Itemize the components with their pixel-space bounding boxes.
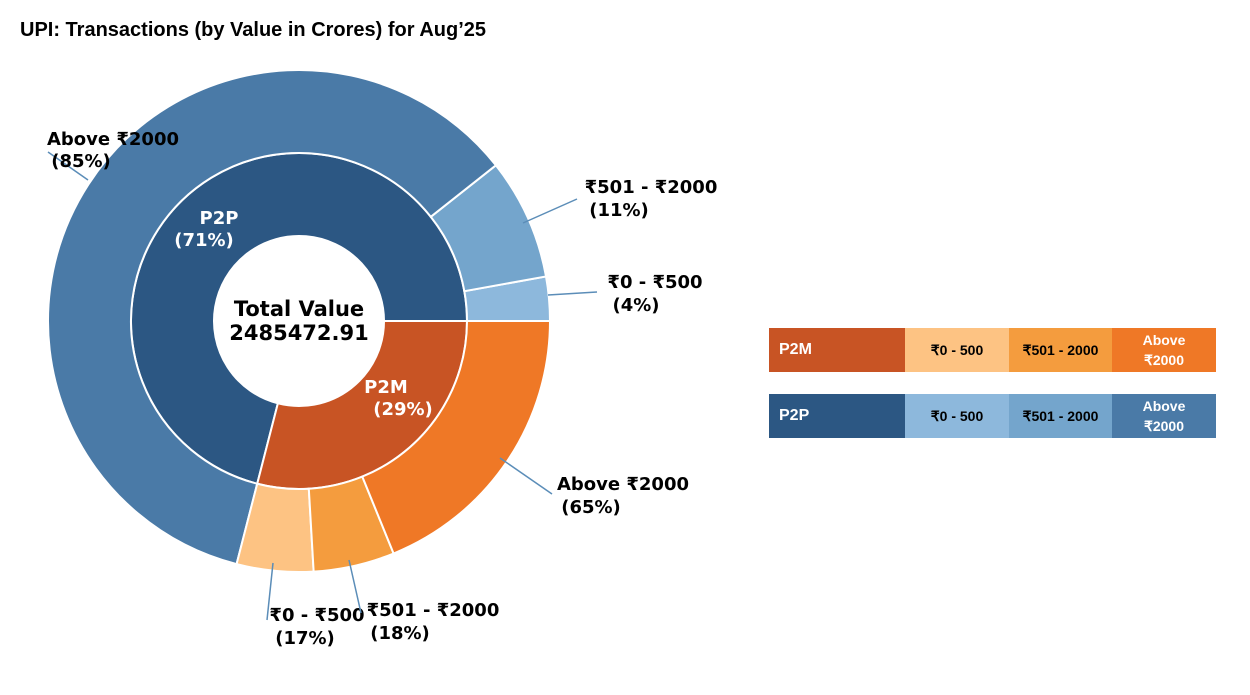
legend-label-p2m: P2M [769,328,905,372]
center-label-value: 2485472.91 [229,321,368,345]
outer-pct-p2p-501-2000: (11%) [589,200,649,221]
legend-cell-p2m-0-500: ₹0 - 500 [905,328,1009,372]
leader-line-p2p-0-500 [547,291,598,296]
inner-pct-p2m: (29%) [373,399,433,420]
inner-label-p2p: P2P [200,208,239,229]
chart-title: UPI: Transactions (by Value in Crores) f… [20,19,487,41]
legend-cell-p2p-501-2000: ₹501 - 2000 [1009,394,1112,438]
outer-pct-p2m-above-2000: (65%) [561,497,621,518]
outer-pct-p2m-0-500: (17%) [275,628,335,649]
legend-cell-p2p-0-500: ₹0 - 500 [905,394,1009,438]
outer-label-p2p-above-2000: Above ₹2000 [47,129,179,150]
leader-line-p2p-501-2000 [522,198,578,224]
outer-pct-p2m-501-2000: (18%) [370,623,430,644]
legend-cell-p2m-501-2000: ₹501 - 2000 [1009,328,1112,372]
outer-label-p2p-0-500: ₹0 - ₹500 [607,272,702,293]
legend-cell-p2m-above-2000: Above ₹2000 [1112,328,1216,372]
leader-line-p2m-0-500 [266,562,274,621]
inner-label-p2m: P2M [364,377,408,398]
legend-label-p2p: P2P [769,394,905,438]
leader-line-p2m-above-2000 [499,457,553,495]
outer-label-p2m-0-500: ₹0 - ₹500 [269,605,364,626]
leader-line-p2m-501-2000 [348,559,362,614]
legend-row-p2m: P2M ₹0 - 500 ₹501 - 2000 Above ₹2000 [769,328,1216,372]
outer-label-p2m-above-2000: Above ₹2000 [557,474,689,495]
legend-row-p2p: P2P ₹0 - 500 ₹501 - 2000 Above ₹2000 [769,394,1216,438]
outer-slice-p2p-above-2000 [47,69,498,566]
center-label-title: Total Value [234,297,364,321]
inner-pct-p2p: (71%) [174,230,234,251]
leader-line-p2p-above-2000 [47,151,89,181]
outer-label-p2p-501-2000: ₹501 - ₹2000 [585,177,718,198]
outer-label-p2m-501-2000: ₹501 - ₹2000 [367,600,500,621]
legend-cell-p2p-above-2000: Above ₹2000 [1112,394,1216,438]
outer-slice-p2m-above-2000 [361,320,552,555]
outer-pct-p2p-above-2000: (85%) [51,151,111,172]
outer-pct-p2p-0-500: (4%) [612,295,659,316]
